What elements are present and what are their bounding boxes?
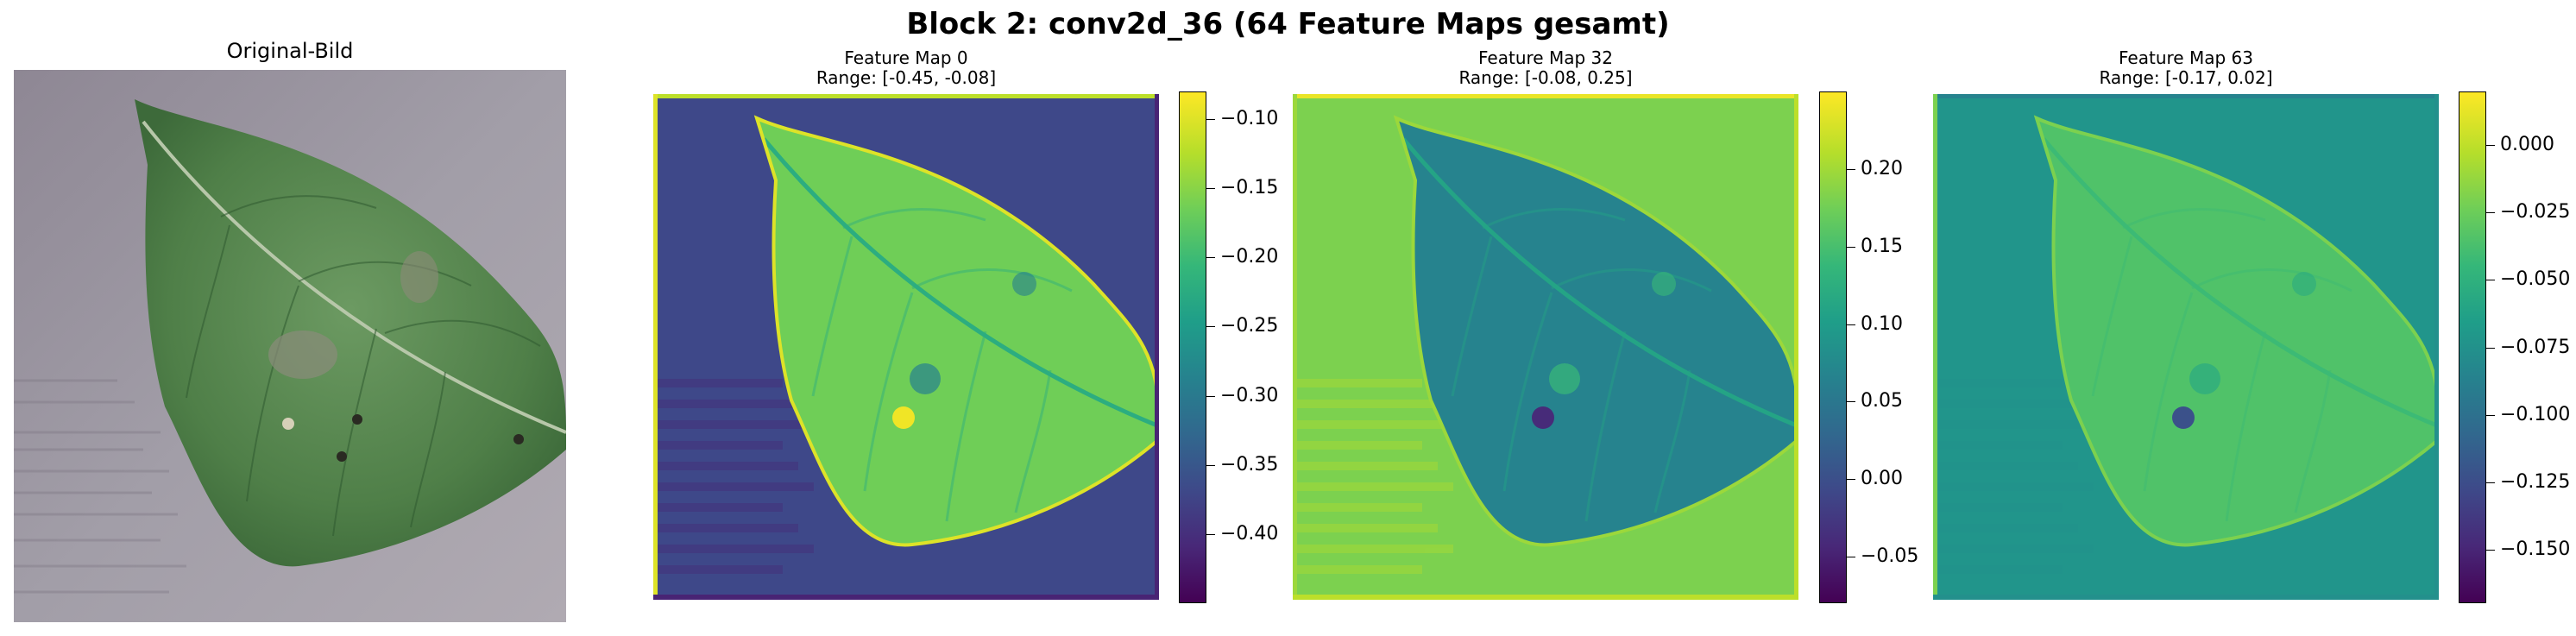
colorbar-tick-label: 0.00 xyxy=(1861,468,1903,490)
heatmap-top-edge xyxy=(653,94,1159,98)
feature-map-0-range: Range: [-0.45, -0.08] xyxy=(816,67,997,88)
colorbar-tick-label: −0.25 xyxy=(1220,315,1279,337)
feature-map-32-colorbar xyxy=(1819,91,1847,603)
colorbar-tick-label: −0.35 xyxy=(1220,453,1279,475)
feature-map-32-title: Feature Map 32 xyxy=(1478,47,1613,68)
feature-map-63-title: Feature Map 63 xyxy=(2119,47,2253,68)
heatmap-left-edge xyxy=(1293,94,1297,600)
heatmap-stripes xyxy=(1933,379,2094,574)
feature-map-63-heatmap xyxy=(1933,94,2439,600)
heatmap-spot xyxy=(1532,406,1554,429)
colorbar-tick-label: 0.20 xyxy=(1861,157,1903,179)
colorbar-tick-label: −0.05 xyxy=(1861,545,1919,568)
colorbar-tick-label: −0.100 xyxy=(2500,403,2571,425)
heatmap-bottom-edge xyxy=(653,595,1159,600)
heatmap-spot xyxy=(2172,406,2195,429)
heatmap-left-edge xyxy=(1933,94,1937,600)
colorbar-tick-label: −0.40 xyxy=(1220,522,1279,545)
feature-map-0-title: Feature Map 0 xyxy=(844,47,968,68)
heatmap-lesion xyxy=(910,363,941,394)
feature-map-0-heatmap xyxy=(653,94,1159,600)
heatmap-stripes xyxy=(653,379,814,574)
feature-map-63-range: Range: [-0.17, 0.02] xyxy=(2099,67,2273,88)
heatmap-leaf-veins xyxy=(1451,207,1712,522)
heatmap-bottom-edge xyxy=(1933,595,2439,600)
heatmap-lesion xyxy=(1549,363,1580,394)
feature-map-32-heatmap xyxy=(1293,94,1798,600)
heatmap-leaf xyxy=(757,118,1159,545)
heatmap-lesion xyxy=(1012,272,1036,296)
heatmap-leaf-veins xyxy=(811,207,1073,522)
heatmap-leaf-edge xyxy=(1393,115,1798,547)
heatmap-leaf xyxy=(1396,118,1798,545)
feature-map-0-colorbar xyxy=(1179,91,1206,603)
heatmap-leaf-edge xyxy=(753,115,1159,547)
colorbar-tick-label: −0.20 xyxy=(1220,246,1279,268)
heatmap-stripes xyxy=(1293,379,1453,574)
heatmap-top-edge xyxy=(1293,94,1798,98)
heatmap-spot xyxy=(892,406,915,429)
colorbar-tick-label: −0.125 xyxy=(2500,470,2571,493)
heatmap-midrib xyxy=(2042,137,2439,429)
original-leaf-image xyxy=(14,70,566,622)
heatmap-leaf xyxy=(2037,118,2439,545)
original-image-title: Original-Bild xyxy=(226,39,354,63)
heatmap-leaf-edge xyxy=(2033,115,2439,547)
heatmap-lesion xyxy=(2189,363,2220,394)
colorbar-tick-label: −0.075 xyxy=(2500,336,2571,358)
heatmap-top-edge xyxy=(1933,94,2439,98)
colorbar-tick-label: −0.15 xyxy=(1220,177,1279,199)
feature-map-32-range: Range: [-0.08, 0.25] xyxy=(1458,67,1633,88)
colorbar-tick-label: −0.10 xyxy=(1220,108,1279,130)
heatmap-right-edge xyxy=(2434,94,2439,600)
heatmap-lesion xyxy=(1652,272,1676,296)
colorbar-tick-label: −0.150 xyxy=(2500,538,2571,560)
heatmap-lesion xyxy=(2292,272,2316,296)
heatmap-right-edge xyxy=(1794,94,1798,600)
figure-suptitle: Block 2: conv2d_36 (64 Feature Maps gesa… xyxy=(906,7,1670,41)
heatmap-midrib xyxy=(762,137,1159,429)
heatmap-left-edge xyxy=(653,94,658,600)
heatmap-bottom-edge xyxy=(1293,595,1798,600)
colorbar-tick-label: 0.10 xyxy=(1861,312,1903,335)
heatmap-midrib xyxy=(1401,137,1798,429)
heatmap-right-edge xyxy=(1155,94,1159,600)
colorbar-tick-label: −0.025 xyxy=(2500,201,2571,224)
feature-map-63-colorbar xyxy=(2459,91,2486,603)
colorbar-tick-label: −0.30 xyxy=(1220,384,1279,406)
colorbar-tick-label: −0.050 xyxy=(2500,268,2571,291)
heatmap-leaf-veins xyxy=(2091,207,2352,522)
colorbar-tick-label: 0.000 xyxy=(2500,134,2554,156)
colorbar-tick-label: 0.15 xyxy=(1861,235,1903,257)
colorbar-tick-label: 0.05 xyxy=(1861,390,1903,412)
